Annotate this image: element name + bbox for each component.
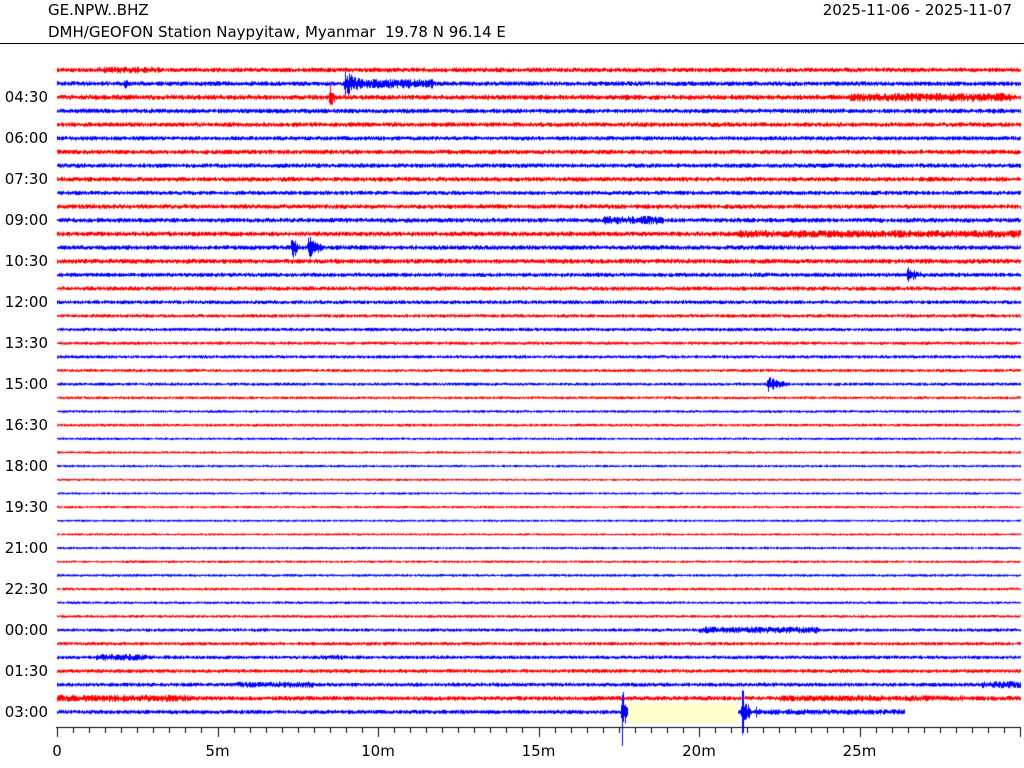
y-tick-label: 16:30 — [4, 416, 48, 435]
y-tick-label: 12:00 — [4, 293, 48, 312]
x-tick-label: 5m — [205, 742, 230, 760]
y-tick-label: 01:30 — [4, 662, 48, 681]
y-tick-label: 22:30 — [4, 580, 48, 599]
station-description: DMH/GEOFON Station Naypyitaw, Myanmar 19… — [48, 23, 506, 41]
y-tick-label: 03:00 — [4, 703, 48, 721]
y-tick-label: 21:00 — [4, 539, 48, 558]
x-tick-label: 15m — [521, 742, 556, 760]
date-range: 2025-11-06 - 2025-11-07 — [822, 1, 1012, 19]
y-tick-label: 13:30 — [4, 334, 48, 353]
header-divider — [0, 43, 1024, 44]
y-tick-label: 18:00 — [4, 457, 48, 476]
x-tick-label: 10m — [361, 742, 395, 760]
y-tick-label: 19:30 — [4, 498, 48, 517]
x-tick-label: 25m — [842, 742, 877, 760]
x-tick-label: 20m — [682, 742, 716, 760]
y-tick-label: 15:00 — [4, 375, 48, 394]
y-tick-label: 04:30 — [4, 88, 48, 107]
y-tick-label: 09:00 — [4, 211, 48, 230]
station-code: GE.NPW..BHZ — [48, 1, 149, 19]
y-tick-label: 10:30 — [4, 252, 48, 271]
y-tick-label: 00:00 — [4, 621, 48, 640]
y-tick-label: 06:00 — [4, 129, 48, 148]
y-tick-label: 07:30 — [4, 170, 48, 189]
x-tick-label: 0 — [52, 742, 62, 760]
